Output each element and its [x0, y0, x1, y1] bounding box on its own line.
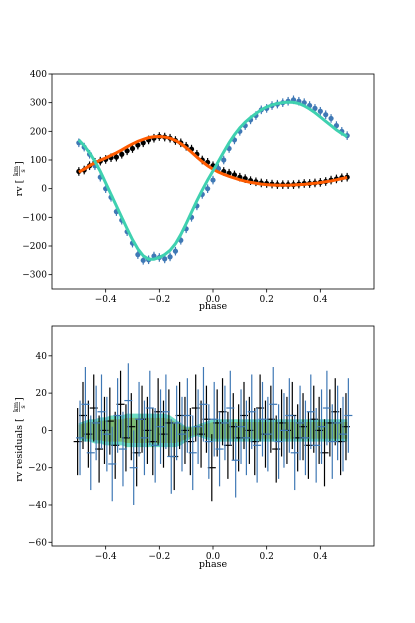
- rv-data-point: [140, 257, 146, 263]
- rv-x-ticks: −0.4 −0.2 0.0 0.2 0.4: [95, 289, 328, 305]
- rv-y-axis-label-num: km: [12, 166, 20, 176]
- rv-data-point: [312, 105, 318, 111]
- rv-panel: −0.4 −0.2 0.0 0.2 0.4 −300 −200 −100 0 100 200 300…: [12, 70, 375, 312]
- rv-y-tick-label: 100: [30, 156, 47, 166]
- rv-y-axis-label-den: s: [19, 169, 27, 172]
- rv-y-tick-label: 300: [30, 99, 47, 109]
- residuals-y-tick-label: −60: [28, 538, 47, 548]
- rv-data-point: [140, 140, 146, 146]
- svg-text:rv residuals [: rv residuals [: [14, 418, 25, 482]
- rv-data-point: [328, 115, 334, 122]
- rv-x-tick-label: −0.4: [95, 295, 117, 305]
- residuals-y-tick-label: −20: [28, 464, 47, 474]
- residuals-x-tick-label: −0.2: [148, 552, 170, 562]
- rv-data-point: [205, 186, 211, 192]
- residuals-y-ticks: −60 −40 −20 0 20 40: [28, 352, 52, 548]
- rv-data-point: [333, 123, 340, 129]
- rv-y-tick-label: −300: [22, 271, 47, 281]
- rv-data-point: [129, 145, 136, 152]
- residuals-panel: −0.4 −0.2 0.0 0.2 0.4 −60 −40 −20 0 20 40 phase r…: [12, 325, 375, 570]
- residuals-y-tick-label: −40: [28, 501, 47, 511]
- rv-y-tick-label: 200: [30, 127, 47, 137]
- rv-y-ticks: −300 −200 −100 0 100 200 300 400: [22, 70, 52, 281]
- rv-y-axis-label: rv [ km s ]: [12, 161, 27, 196]
- rv-data-point: [323, 112, 329, 118]
- rv-y-axis-label-close: ]: [14, 161, 25, 165]
- residuals-y-tick-label: 40: [36, 352, 48, 362]
- rv-x-tick-label: 0.2: [260, 295, 274, 305]
- rv-marks-layer: [76, 95, 350, 265]
- residuals-x-tick-label: 0.4: [313, 552, 328, 562]
- rv-x-tick-label: 0.4: [313, 295, 328, 305]
- rv-data-point: [124, 148, 130, 154]
- residuals-y-axis-label-num: km: [12, 402, 20, 412]
- rv-y-axis-label-text: rv [: [14, 180, 25, 197]
- rv-y-tick-label: 0: [41, 185, 47, 195]
- rv-data-point: [113, 154, 119, 160]
- rv-data-point: [172, 248, 179, 254]
- svg-text:rv [: rv [: [14, 180, 25, 197]
- residuals-marks-layer: [73, 363, 353, 505]
- rv-data-point: [162, 256, 168, 262]
- residuals-y-axis-label: rv residuals [ km s ]: [12, 397, 27, 481]
- residuals-y-axis-label-close: ]: [14, 397, 25, 401]
- rv-data-point: [135, 252, 141, 258]
- residuals-y-axis-label-den: s: [19, 405, 27, 408]
- rv-x-tick-label: 0.0: [206, 295, 221, 305]
- rv-model-line-3: [77, 100, 348, 261]
- residuals-y-tick-label: 0: [41, 426, 47, 436]
- residuals-model-band-inner: [78, 417, 348, 443]
- rv-data-point: [135, 142, 141, 148]
- rv-data-point: [167, 254, 173, 260]
- residuals-x-tick-label: −0.4: [95, 552, 117, 562]
- residuals-x-tick-label: 0.2: [260, 552, 274, 562]
- residuals-x-ticks: −0.4 −0.2 0.0 0.2 0.4: [95, 546, 328, 562]
- rv-x-tick-label: −0.2: [148, 295, 170, 305]
- residuals-y-tick-label: 20: [36, 389, 48, 399]
- residuals-x-tick-label: 0.0: [206, 552, 221, 562]
- rv-y-tick-label: 400: [30, 70, 47, 80]
- rv-data-point: [210, 177, 216, 183]
- residuals-x-axis-label: phase: [199, 559, 228, 570]
- rv-data-point: [317, 108, 323, 114]
- residuals-y-axis-label-text: rv residuals [: [14, 418, 25, 482]
- rv-y-tick-label: −200: [22, 242, 47, 252]
- rv-x-axis-label: phase: [199, 301, 228, 312]
- residuals-band-layer: [78, 413, 348, 448]
- rv-data-point: [119, 151, 125, 157]
- rv-data-point: [221, 157, 227, 163]
- rv-y-tick-label: −100: [22, 213, 47, 223]
